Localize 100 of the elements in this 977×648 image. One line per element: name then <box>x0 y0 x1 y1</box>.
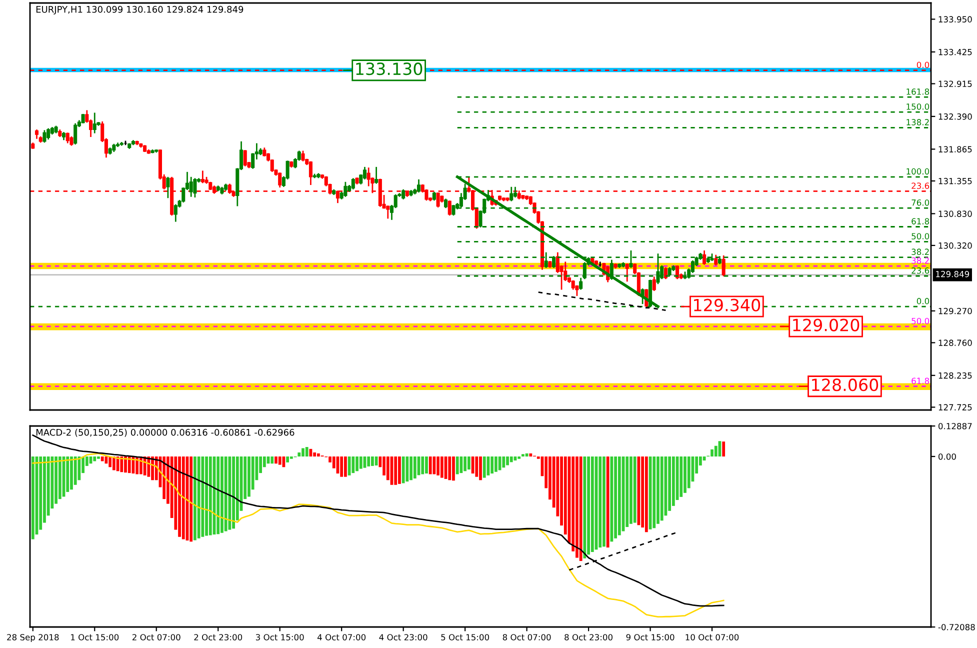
bar <box>201 456 204 537</box>
bar <box>494 456 498 472</box>
x-tick-label: 10 Oct 07:00 <box>686 634 739 640</box>
bar <box>220 456 224 533</box>
bar <box>710 449 714 456</box>
bar <box>124 456 127 473</box>
bar <box>97 456 100 459</box>
bar <box>248 456 250 497</box>
bar <box>290 456 293 459</box>
line-series <box>568 531 678 571</box>
bar <box>228 456 232 530</box>
bar <box>506 456 509 466</box>
bar <box>602 456 606 547</box>
y-tick-label: 0.00 <box>938 453 956 460</box>
bar <box>178 456 181 537</box>
bar <box>630 456 632 524</box>
bar <box>286 456 290 462</box>
bar <box>371 456 374 466</box>
x-tick-label: 9 Oct 15:00 <box>626 634 674 640</box>
bar <box>432 456 436 474</box>
bar <box>684 456 686 493</box>
bar <box>479 456 482 480</box>
bar <box>359 456 362 469</box>
bar <box>93 456 96 462</box>
x-tick-label: 2 Oct 23:00 <box>194 634 242 640</box>
bar <box>583 456 586 558</box>
bar <box>475 456 478 477</box>
bar <box>452 456 455 481</box>
line-series <box>32 452 724 618</box>
bar <box>436 456 440 476</box>
bar <box>374 456 378 466</box>
bar <box>70 456 73 490</box>
bar <box>205 456 208 536</box>
bar <box>356 456 358 472</box>
bar <box>606 456 610 548</box>
bar <box>525 453 528 456</box>
bar <box>722 442 726 456</box>
bar <box>660 456 664 521</box>
bar <box>298 452 301 456</box>
bar <box>448 456 452 480</box>
bar <box>610 456 614 542</box>
bar <box>278 456 282 465</box>
bar <box>120 456 124 472</box>
bar <box>626 456 629 527</box>
bar <box>406 456 409 482</box>
bar <box>502 456 506 468</box>
bar <box>313 452 316 456</box>
bar <box>467 456 470 470</box>
chart-title: MACD-2 (50,150,25) 0.00000 0.06316 -0.60861 -0.62966 <box>36 428 294 437</box>
x-tick-label: 8 Oct 07:00 <box>502 634 551 640</box>
bar <box>394 456 398 485</box>
bar <box>579 456 582 562</box>
x-tick-label: 1 Oct 15:00 <box>71 634 119 640</box>
x-tick-label: 2 Oct 07:00 <box>132 634 180 640</box>
bar <box>456 456 459 474</box>
x-tick-label: 28 Sep 2018 <box>7 634 59 642</box>
bar <box>224 456 228 532</box>
bar <box>348 456 351 476</box>
bar <box>598 456 602 548</box>
x-tick-label: 3 Oct 15:00 <box>256 634 304 640</box>
bar <box>305 447 308 456</box>
x-tick-label: 4 Oct 07:00 <box>317 634 366 640</box>
bar <box>440 456 444 478</box>
bar <box>428 456 432 474</box>
bar <box>340 456 344 477</box>
bar <box>680 456 683 497</box>
bar <box>510 456 513 462</box>
bar <box>344 456 347 477</box>
bar <box>232 456 235 529</box>
bar <box>108 456 112 468</box>
bar <box>518 456 521 459</box>
y-tick-label: 0.12887 <box>938 422 972 430</box>
bar <box>31 456 34 540</box>
bar <box>100 456 104 462</box>
bar <box>274 456 278 464</box>
x-tick-label: 4 Oct 23:00 <box>379 634 428 640</box>
bar <box>182 456 185 540</box>
bar <box>128 456 131 474</box>
x-tick-label: 5 Oct 15:00 <box>441 634 490 640</box>
y-tick-label: 127.725 <box>938 404 972 410</box>
bar <box>208 456 212 536</box>
bar <box>576 456 578 558</box>
bar <box>614 456 617 538</box>
y-tick-label: -0.72088 <box>938 624 975 630</box>
bar <box>402 456 405 484</box>
bar <box>652 456 656 528</box>
bar <box>529 453 532 456</box>
bar <box>367 456 370 466</box>
bar <box>464 456 467 472</box>
bar <box>270 456 274 464</box>
bar <box>482 456 486 478</box>
bar <box>316 453 320 456</box>
bar <box>352 456 355 474</box>
bar <box>302 448 304 456</box>
bar <box>633 456 636 523</box>
bar <box>421 456 424 474</box>
bar <box>216 456 220 534</box>
bar <box>413 456 416 478</box>
bar <box>656 456 660 524</box>
bar <box>618 456 621 536</box>
